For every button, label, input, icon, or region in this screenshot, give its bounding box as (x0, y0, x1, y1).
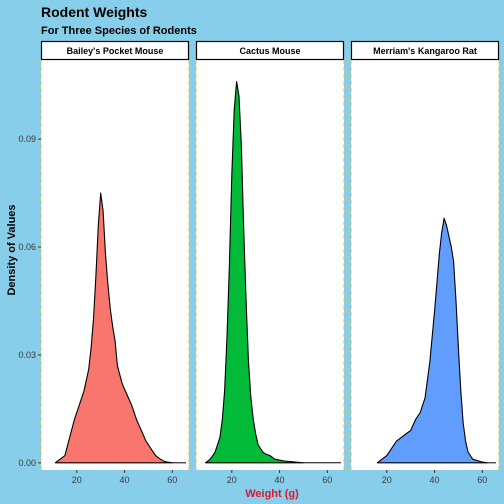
y-tick-label: 0.06 (18, 242, 36, 252)
y-axis: 0.00 0.03 0.06 0.09 (18, 134, 41, 468)
y-axis-label: Density of Values (6, 204, 18, 295)
facet-bailey-s-pocket-mouse: Bailey's Pocket Mouse 20 40 60 (40, 40, 190, 485)
chart-title: Rodent Weights (41, 4, 148, 20)
facet-strip-label: Merriam's Kangaroo Rat (373, 46, 477, 56)
x-tick-label: 60 (322, 475, 332, 485)
x-tick-label: 40 (120, 475, 130, 485)
x-axis-label: Weight (g) (245, 488, 299, 500)
facet-strip (350, 40, 500, 61)
x-tick-label: 20 (227, 475, 237, 485)
facet-cactus-mouse: Cactus Mouse 20 40 60 (195, 40, 345, 485)
x-tick-label: 60 (167, 475, 177, 485)
chart-subtitle: For Three Species of Rodents (41, 25, 197, 37)
x-tick-label: 20 (382, 475, 392, 485)
density-area-bailey-s-pocket-mouse (54, 192, 173, 464)
facet-strip (195, 40, 345, 61)
facet-strip-label: Bailey's Pocket Mouse (67, 46, 164, 56)
y-tick-label: 0.09 (18, 134, 36, 144)
facet-merriam-s-kangaroo-rat: Merriam's Kangaroo Rat 20 40 60 (350, 40, 500, 485)
y-tick-label: 0.00 (18, 458, 36, 468)
density-area-merriam-s-kangaroo-rat (376, 217, 488, 464)
x-tick-label: 40 (275, 475, 285, 485)
facet-panels: Bailey's Pocket Mouse 20 40 60 Cactus Mouse 2… (40, 40, 500, 485)
x-tick-label: 40 (430, 475, 440, 485)
x-tick-label: 60 (477, 475, 487, 485)
density-area-cactus-mouse (204, 81, 304, 464)
x-tick-label: 20 (72, 475, 82, 485)
facet-strip (40, 40, 190, 61)
panel-background (196, 60, 344, 470)
facet-strip-label: Cactus Mouse (239, 46, 300, 56)
y-tick-label: 0.03 (18, 350, 36, 360)
